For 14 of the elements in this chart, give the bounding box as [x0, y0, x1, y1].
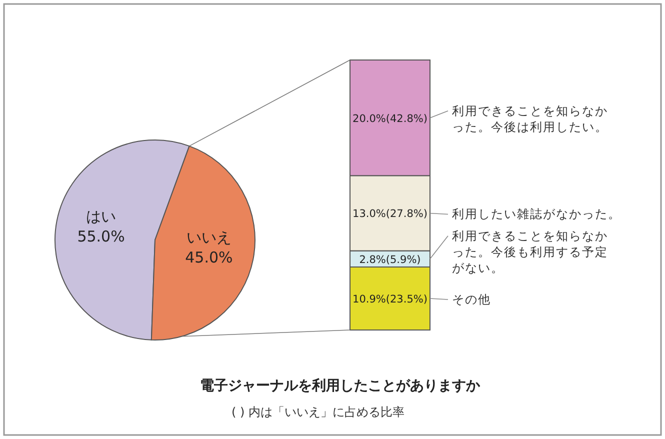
slice-label: いいえ: [186, 228, 232, 247]
text: ( ) 内は「いいえ」に占める比率: [232, 405, 404, 419]
slice-label: はい: [86, 207, 116, 226]
data-label: 10.9%(23.5%): [352, 293, 428, 306]
series-label: その他: [452, 292, 491, 306]
data-label: 45.0%: [185, 248, 233, 267]
series-label: 利用できることを知らなかった。今後も利用する予定がない。: [452, 228, 608, 275]
series-label: 利用できることを知らなかった。今後は利用したい。: [452, 104, 608, 134]
text: 電子ジャーナルを利用したことがありますか: [200, 378, 481, 394]
data-label: 2.8%(5.9%): [359, 254, 421, 266]
data-label: 55.0%: [77, 227, 125, 246]
data-label: 20.0%(42.8%): [352, 112, 428, 125]
data-label: 13.0%(27.8%): [352, 208, 428, 220]
series-label: 利用したい雑誌がなかった。: [452, 207, 621, 222]
